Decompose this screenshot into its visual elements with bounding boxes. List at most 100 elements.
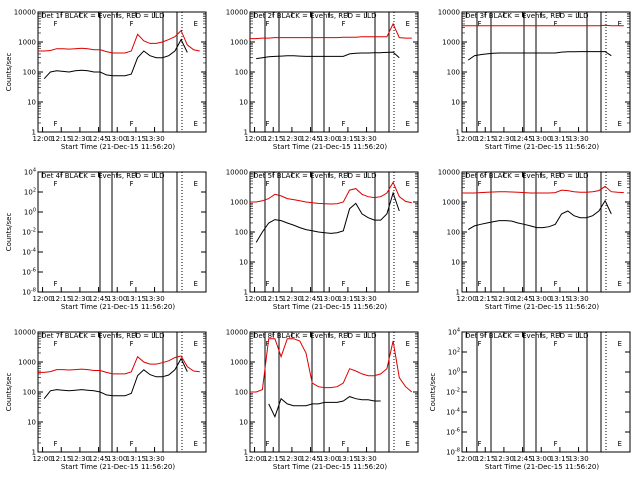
y-tick-label: 10 [239, 259, 248, 267]
panel-det-8: Det 8f BLACK = Events, RED = LLD 1 10 100 10… [226, 329, 492, 471]
panel-det-1: Det 1f BLACK = Events, RED = LLD 1 10 100 10… [5, 9, 280, 151]
series-line-events [256, 51, 400, 60]
marker-label: F [478, 440, 482, 448]
x-tick-label: 13:00 [319, 135, 339, 143]
series-line-events [268, 396, 381, 419]
y-tick-label: 1 [244, 129, 248, 137]
x-tick-label: 13:00 [107, 295, 127, 303]
x-tick-label: 12:15 [51, 135, 71, 143]
marker-label: F [553, 20, 557, 28]
y-tick-label: 1 [456, 289, 460, 297]
x-axis-label: Start Time (21-Dec-15 11:56:20) [273, 303, 387, 311]
marker-label: F [553, 280, 557, 288]
y-tick-label: 104 [448, 328, 460, 337]
y-tick-label: 10 [239, 419, 248, 427]
marker-label: F [266, 440, 270, 448]
marker-label: F [341, 280, 345, 288]
x-axis-label: Start Time (21-Dec-15 11:56:20) [485, 463, 599, 471]
plot-frame [461, 331, 631, 453]
marker-label: F [553, 120, 557, 128]
x-tick-label: 13:00 [531, 295, 551, 303]
plot-frame [37, 171, 207, 293]
x-tick-label: 13:30 [144, 135, 164, 143]
panel-det-9: Det 9f BLACK = Events, RED = LLD 10-8 10-6… [429, 328, 631, 471]
x-tick-label: 12:00 [456, 295, 476, 303]
x-tick-label: 13:00 [531, 455, 551, 463]
panel-det-5: Det 5f BLACK = Events, RED = LLD 1 10 100 10… [226, 169, 492, 311]
marker-label: F [266, 20, 270, 28]
y-tick-label: 10000 [438, 169, 460, 177]
y-tick-label: 10 [27, 419, 36, 427]
y-tick-label: 100 [23, 389, 36, 397]
y-tick-label: 10 [451, 99, 460, 107]
x-tick-label: 12:00 [244, 135, 264, 143]
marker-label: F [478, 120, 482, 128]
panel-title: Det 9f BLACK = Events, RED = LLD [465, 332, 588, 340]
marker-label: E [618, 440, 622, 448]
series-line-lld [462, 185, 624, 194]
y-tick-label: 10-6 [446, 428, 460, 437]
marker-label: E [618, 20, 622, 28]
x-tick-label: 13:30 [568, 135, 588, 143]
y-tick-label: 10000 [438, 9, 460, 17]
x-tick-label: 13:00 [531, 135, 551, 143]
y-axis-label: Counts/sec [5, 213, 13, 252]
marker-label: F [54, 340, 58, 348]
x-tick-label: 12:45 [512, 135, 532, 143]
panel-title: Det 8f BLACK = Events, RED = LLD [253, 332, 376, 340]
y-tick-label: 10000 [226, 329, 248, 337]
x-tick-label: 12:30 [70, 135, 90, 143]
panel-det-4: Det 4f BLACK = Events, RED = LLD 10-8 10-6… [5, 168, 280, 311]
x-tick-label: 13:30 [356, 455, 376, 463]
y-tick-label: 1 [32, 449, 36, 457]
series-line-lld [250, 338, 413, 393]
series-line-events [467, 51, 612, 61]
marker-label: E [194, 180, 198, 188]
y-axis-label: Counts/sec [429, 373, 437, 412]
x-tick-label: 13:30 [144, 295, 164, 303]
panel-title: Det 5f BLACK = Events, RED = LLD [253, 172, 376, 180]
y-tick-label: 102 [448, 348, 460, 357]
x-tick-label: 12:15 [475, 295, 495, 303]
marker-label: F [553, 340, 557, 348]
x-tick-label: 12:30 [282, 455, 302, 463]
marker-label: F [129, 180, 133, 188]
marker-label: F [129, 120, 133, 128]
marker-label: F [54, 440, 58, 448]
series-line-events [255, 191, 400, 243]
marker-label: F [341, 440, 345, 448]
x-tick-label: 12:30 [494, 135, 514, 143]
y-tick-label: 10 [239, 99, 248, 107]
x-tick-label: 12:30 [282, 135, 302, 143]
x-tick-label: 13:15 [550, 455, 570, 463]
marker-label: F [54, 20, 58, 28]
x-tick-label: 12:00 [244, 455, 264, 463]
x-tick-label: 13:00 [319, 295, 339, 303]
y-tick-label: 1000 [230, 199, 248, 207]
y-tick-label: 100 [235, 389, 248, 397]
marker-label: F [129, 280, 133, 288]
marker-label: F [341, 20, 345, 28]
x-tick-label: 13:00 [107, 135, 127, 143]
y-tick-label: 10-2 [446, 388, 460, 397]
y-tick-label: 100 [235, 229, 248, 237]
plot-frame [249, 11, 419, 133]
x-tick-label: 12:00 [456, 135, 476, 143]
series-line-lld [38, 29, 200, 54]
panel-title: Det 2f BLACK = Events, RED = LLD [253, 12, 376, 20]
series-line-events [467, 199, 612, 231]
y-tick-label: 10 [27, 99, 36, 107]
panel-title: Det 4f BLACK = Events, RED = LLD [41, 172, 164, 180]
y-tick-label: 10 [451, 259, 460, 267]
marker-label: E [194, 280, 198, 288]
x-tick-label: 12:15 [51, 455, 71, 463]
y-tick-label: 10-4 [22, 248, 36, 257]
y-tick-label: 10000 [14, 329, 36, 337]
panel-det-2: Det 2f BLACK = Events, RED = LLD 1 10 100 10… [226, 9, 492, 151]
x-tick-label: 12:30 [70, 295, 90, 303]
marker-label: F [341, 120, 345, 128]
y-tick-label: 10-6 [22, 268, 36, 277]
x-tick-label: 13:30 [356, 135, 376, 143]
x-tick-label: 13:15 [550, 295, 570, 303]
